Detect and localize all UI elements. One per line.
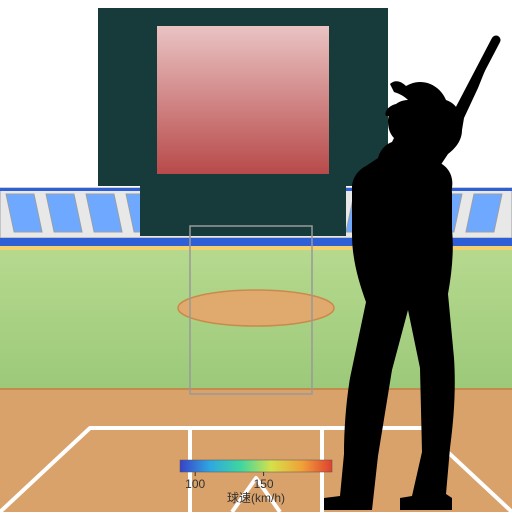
scoreboard-base [140,186,346,236]
legend-tick-label: 150 [254,477,274,491]
scene-svg: 100 150球速(km/h) [0,0,512,512]
pitch-location-diagram: 100 150球速(km/h) [0,0,512,512]
scoreboard-screen [157,26,329,174]
pitchers-mound [178,290,334,326]
legend-tick-label: 100 [185,477,205,491]
speed-legend-bar [180,460,332,472]
legend-label: 球速(km/h) [227,491,285,505]
